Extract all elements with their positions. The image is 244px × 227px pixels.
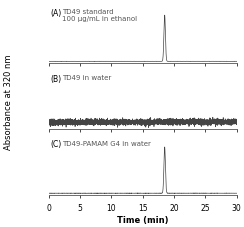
Text: (B): (B)	[51, 74, 62, 83]
Text: Absorbance at 320 nm: Absorbance at 320 nm	[4, 55, 13, 150]
Text: (A): (A)	[51, 9, 62, 17]
Text: TD49-PAMAM G4 in water: TD49-PAMAM G4 in water	[62, 141, 151, 146]
Text: TD49 standard
100 μg/mL in ethanol: TD49 standard 100 μg/mL in ethanol	[62, 9, 137, 22]
X-axis label: Time (min): Time (min)	[117, 215, 169, 224]
Text: TD49 in water: TD49 in water	[62, 75, 111, 81]
Text: (C): (C)	[51, 140, 62, 149]
